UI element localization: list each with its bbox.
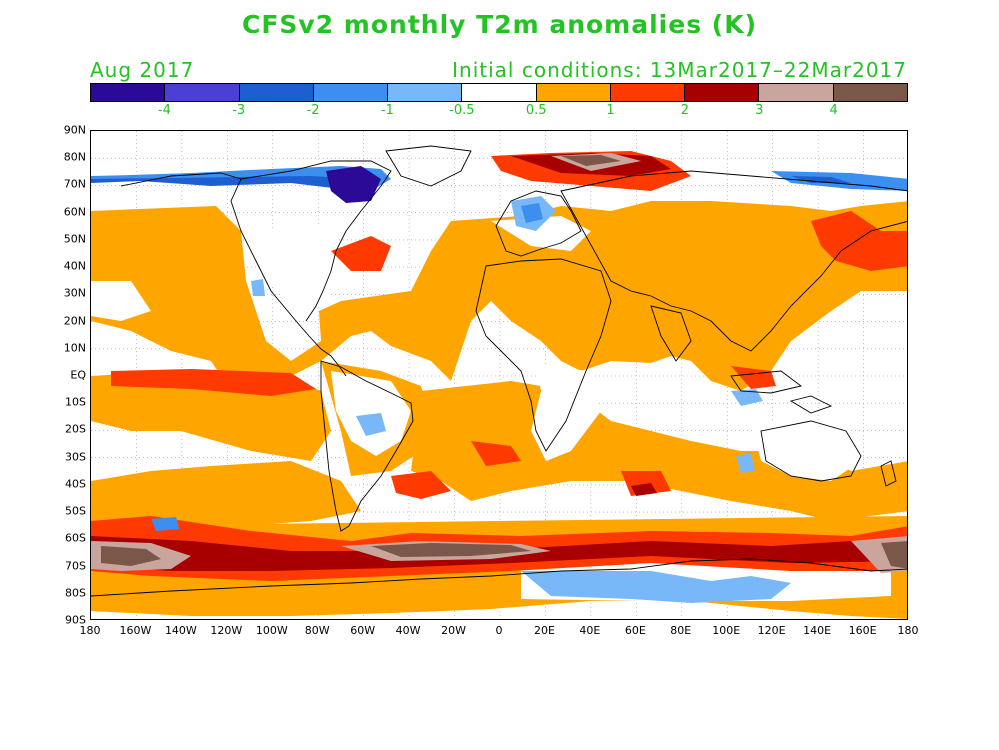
latitude-label: 40S xyxy=(65,477,86,491)
latitude-label: 90S xyxy=(65,613,86,627)
latitude-label: 40N xyxy=(63,259,86,273)
latitude-label: 10S xyxy=(65,395,86,409)
latitude-label: 20N xyxy=(63,314,86,328)
longitude-label: 160W xyxy=(119,624,152,637)
longitude-label: 100W xyxy=(255,624,288,637)
forecast-month: Aug 2017 xyxy=(90,58,195,82)
latitude-label: 80N xyxy=(63,150,86,164)
colorbar-swatch xyxy=(685,84,760,101)
longitude-label: 180 xyxy=(79,624,101,637)
colorbar-swatch xyxy=(239,84,314,101)
map-panel xyxy=(90,130,908,620)
longitude-label: 0 xyxy=(495,624,503,637)
latitude-label: 30S xyxy=(65,450,86,464)
latitude-label: 30N xyxy=(63,286,86,300)
colorbar-swatch xyxy=(91,84,166,101)
colorbar-label: 2 xyxy=(680,103,690,118)
colorbar-label: 1 xyxy=(606,103,615,118)
latitude-label: 20S xyxy=(65,422,86,436)
longitude-label: 40E xyxy=(579,624,601,637)
colorbar-label: 4 xyxy=(829,103,838,118)
colorbar-swatch xyxy=(462,84,537,101)
latitude-label: EQ xyxy=(70,368,86,382)
longitude-label: 80W xyxy=(304,624,330,637)
colorbar-swatch xyxy=(536,84,611,101)
longitude-label: 120E xyxy=(757,624,786,637)
longitude-label: 120W xyxy=(210,624,243,637)
longitude-label: 140E xyxy=(803,624,832,637)
latitude-label: 50N xyxy=(63,232,86,246)
longitude-label: 20E xyxy=(533,624,555,637)
longitude-label: 160E xyxy=(848,624,877,637)
longitude-label: 80E xyxy=(670,624,692,637)
latitude-label: 60S xyxy=(65,531,86,545)
anomaly-map xyxy=(91,131,907,619)
longitude-label: 180 xyxy=(897,624,919,637)
colorbar-swatch xyxy=(388,84,463,101)
colorbar-labels: -4 -3 -2 -1 -0.5 0.5 1 2 3 4 xyxy=(90,103,908,121)
longitude-label: 20W xyxy=(441,624,466,637)
colorbar-swatch xyxy=(165,84,240,101)
longitude-label: 60E xyxy=(624,624,646,637)
colorbar-swatch xyxy=(610,84,686,101)
colorbar-label: -3 xyxy=(232,103,246,118)
latitude-label: 10N xyxy=(63,341,86,355)
longitude-label: 60W xyxy=(350,624,376,637)
colorbar-label: 3 xyxy=(755,103,764,118)
colorbar-label: -2 xyxy=(306,103,320,118)
colorbar-label: 0.5 xyxy=(525,103,547,118)
colorbar xyxy=(90,83,908,102)
longitude-label: 140W xyxy=(164,624,197,637)
colorbar-label: -4 xyxy=(157,103,171,118)
latitude-label: 60N xyxy=(63,205,86,219)
latitude-label: 90N xyxy=(63,123,86,137)
coastlines xyxy=(91,145,907,597)
max-anomaly-regions xyxy=(101,155,907,569)
longitude-label: 100E xyxy=(712,624,741,637)
latitude-label: 70S xyxy=(65,559,86,573)
latitude-label: 50S xyxy=(65,504,86,518)
colorbar-label: -1 xyxy=(380,103,394,118)
colorbar-label: -0.5 xyxy=(449,103,475,118)
longitude-label: 40W xyxy=(395,624,421,637)
chart-title: CFSv2 monthly T2m anomalies (K) xyxy=(241,10,758,39)
colorbar-swatch xyxy=(313,84,389,101)
colorbar-swatch xyxy=(759,84,834,101)
latitude-label: 70N xyxy=(63,177,86,191)
initial-conditions: Initial conditions: 13Mar2017–22Mar2017 xyxy=(452,58,907,82)
colorbar-swatch xyxy=(833,84,907,101)
latitude-label: 80S xyxy=(65,586,86,600)
